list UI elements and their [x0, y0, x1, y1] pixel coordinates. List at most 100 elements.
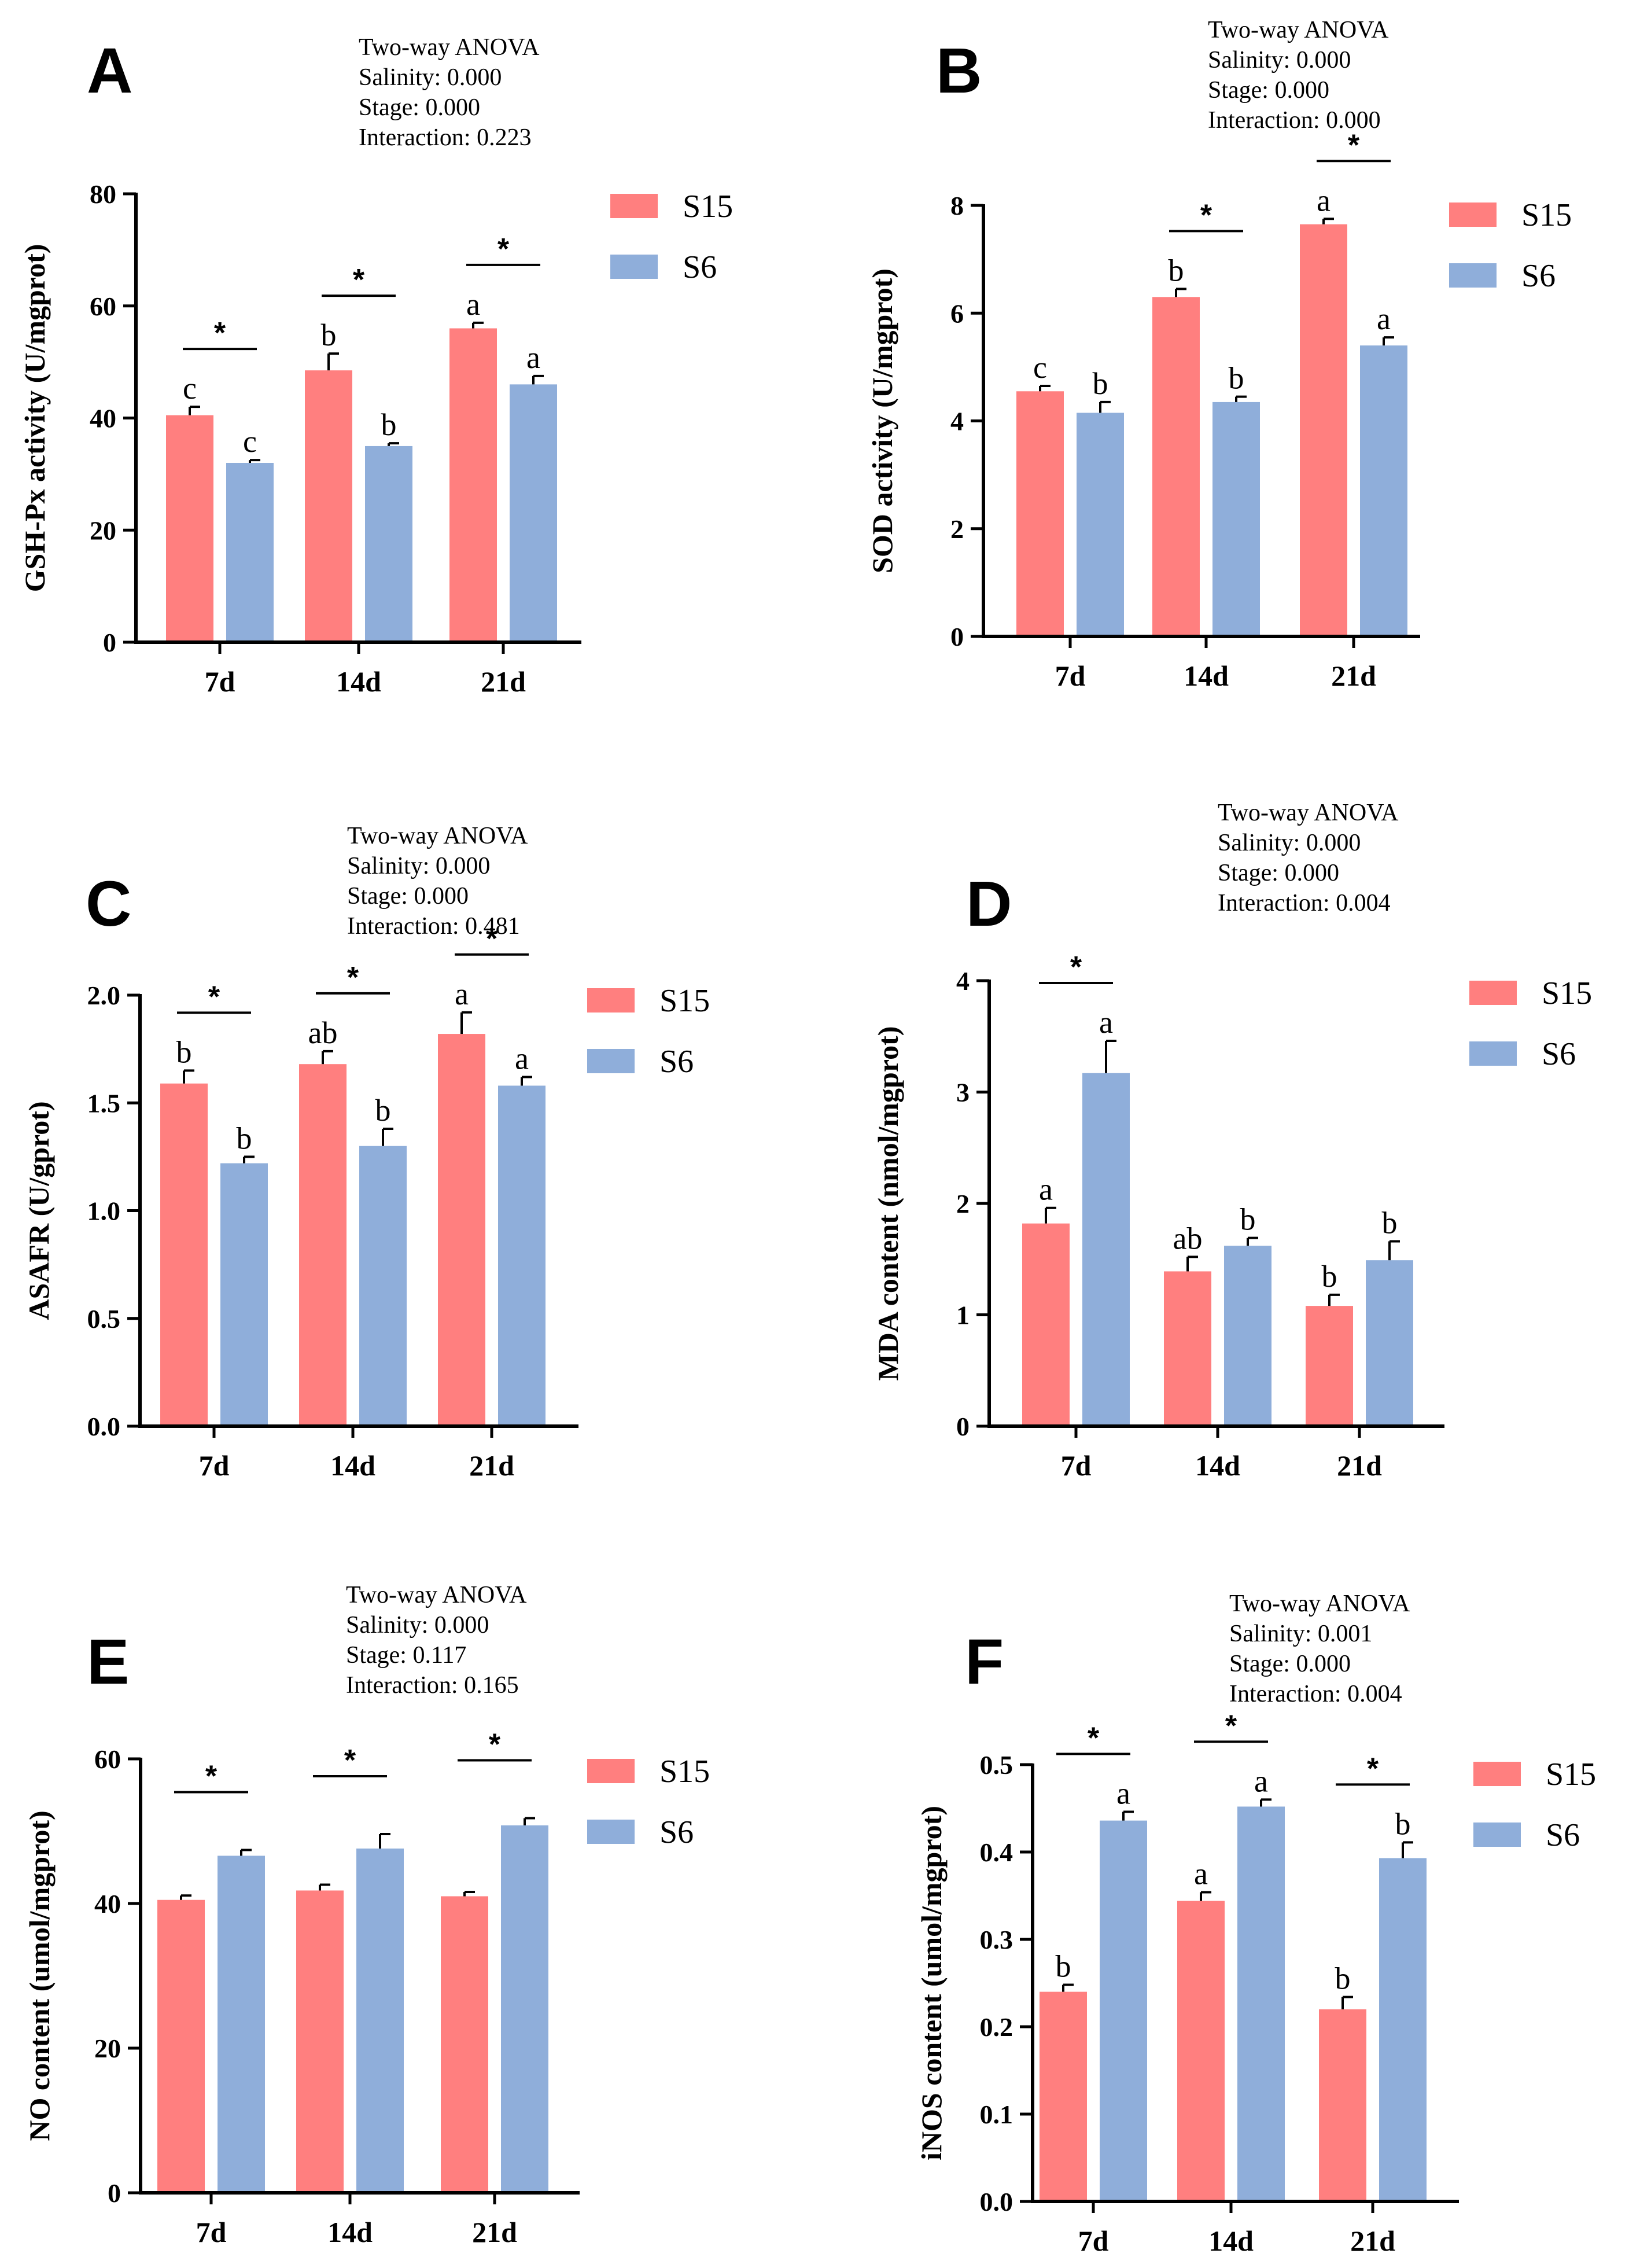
legend-label-s15: S15 [1521, 197, 1572, 233]
bar-s6-14d [365, 446, 412, 642]
legend-label-s15: S15 [1546, 1757, 1596, 1792]
legend-label-s6: S6 [659, 1044, 694, 1080]
significance-star: * [344, 1744, 356, 1777]
bar-s15-7d [157, 1899, 205, 2193]
significance-star: * [1348, 128, 1360, 162]
bar-s6-21d [510, 384, 557, 642]
legend-swatch-s6 [610, 255, 658, 279]
y-tick-label: 40 [90, 404, 116, 433]
y-tick-label: 0.4 [980, 1838, 1013, 1867]
group-letter: b [1240, 1202, 1256, 1237]
y-tick-label: 0.0 [87, 1412, 121, 1441]
y-tick-label: 40 [94, 1889, 121, 1919]
x-tick-label: 21d [481, 665, 526, 698]
legend-swatch-s6 [1449, 263, 1497, 288]
anova-line: Stage: 0.000 [1208, 77, 1329, 104]
y-axis-label: NO content (umol/mgprot) [23, 1810, 56, 2141]
bar-s15-21d [449, 328, 497, 642]
group-letter: a [515, 1041, 529, 1076]
anova-line: Salinity: 0.000 [1208, 47, 1351, 73]
significance-star: * [486, 922, 498, 956]
group-letter: b [1335, 1961, 1351, 1996]
panel-b: B Two-way ANOVA Salinity: 0.000 Stage: 0.00… [866, 17, 1572, 692]
anova-line: Salinity: 0.000 [346, 1612, 489, 1639]
group-letter: a [1116, 1776, 1130, 1811]
y-tick-label: 2 [956, 1189, 970, 1218]
panel-d: D Two-way ANOVA Salinity: 0.000 Stage: 0.00… [872, 800, 1592, 1482]
anova-title: Two-way ANOVA [347, 823, 528, 849]
group-letter: b [1395, 1806, 1411, 1841]
group-letter: a [466, 287, 480, 322]
y-tick-label: 0.2 [980, 2012, 1013, 2042]
y-tick-label: 80 [90, 179, 116, 209]
x-tick-label: 7d [196, 2216, 227, 2248]
group-letter: a [1377, 301, 1391, 336]
legend-label-s6: S6 [1546, 1817, 1580, 1853]
bar-s6-14d [1224, 1246, 1271, 1426]
significance-star: * [1367, 1752, 1379, 1785]
anova-line: Interaction: 0.165 [346, 1672, 519, 1699]
y-tick-label: 0 [103, 628, 116, 657]
bar-s6-21d [501, 1825, 548, 2193]
significance-star: * [214, 316, 226, 350]
y-tick-label: 0.0 [980, 2187, 1013, 2217]
anova-line: Interaction: 0.004 [1229, 1681, 1402, 1707]
anova-line: Stage: 0.000 [359, 94, 480, 121]
group-letter: b [176, 1034, 192, 1069]
anova-line: Stage: 0.000 [1229, 1651, 1351, 1677]
bar-s15-7d [1040, 1991, 1087, 2201]
x-tick-label: 21d [1337, 1449, 1382, 1482]
x-tick-label: 14d [330, 1449, 375, 1482]
bar-s15-21d [438, 1034, 485, 1426]
y-tick-label: 2 [950, 514, 964, 544]
legend-label-s15: S15 [683, 189, 733, 224]
significance-star: * [1225, 1709, 1237, 1743]
legend-label-s6: S6 [683, 249, 717, 285]
legend-swatch-s6 [1469, 1041, 1517, 1066]
bar-s15-7d [160, 1083, 208, 1426]
x-tick-label: 14d [327, 2216, 373, 2248]
x-tick-label: 7d [199, 1449, 230, 1482]
bar-s6-14d [1212, 402, 1260, 636]
anova-line: Interaction: 0.000 [1208, 107, 1381, 134]
y-axis-label: MDA content (nmol/mgprot) [872, 1026, 904, 1381]
anova-line: Salinity: 0.001 [1229, 1621, 1372, 1647]
bar-s15-14d [1164, 1271, 1211, 1426]
bar-s6-7d [1077, 413, 1124, 636]
bar-s15-14d [1152, 297, 1200, 636]
x-tick-label: 14d [1184, 660, 1229, 692]
group-letter: b [375, 1093, 391, 1128]
y-tick-label: 3 [956, 1078, 970, 1107]
x-tick-label: 21d [469, 1449, 514, 1482]
group-letter: ab [308, 1015, 338, 1050]
bar-s6-21d [498, 1085, 546, 1426]
panel-letter: D [966, 868, 1012, 940]
significance-star: * [208, 980, 220, 1014]
bar-s15-14d [1177, 1901, 1225, 2201]
y-tick-label: 20 [94, 2034, 121, 2063]
group-letter: ab [1173, 1221, 1203, 1256]
panel-a: A Two-way ANOVA Salinity: 0.000 Stage: 0.00… [19, 34, 733, 698]
y-tick-label: 2.0 [87, 981, 121, 1010]
group-letter: b [1322, 1259, 1337, 1294]
anova-line: Interaction: 0.004 [1218, 890, 1391, 916]
legend-label-s15: S15 [1542, 975, 1592, 1011]
significance-star: * [205, 1760, 218, 1794]
bar-s6-21d [1379, 1858, 1427, 2201]
anova-title: Two-way ANOVA [346, 1582, 527, 1608]
y-tick-label: 1 [956, 1301, 970, 1330]
y-tick-label: 1.0 [87, 1196, 121, 1226]
legend-swatch-s6 [1473, 1823, 1521, 1847]
group-letter: a [526, 340, 540, 375]
group-letter: b [1093, 366, 1108, 401]
group-letter: a [1039, 1172, 1053, 1207]
anova-line: Stage: 0.000 [1218, 860, 1339, 886]
legend-label-s15: S15 [659, 983, 710, 1019]
anova-line: Stage: 0.000 [347, 883, 469, 910]
bar-s6-14d [1237, 1806, 1285, 2201]
panel-e: E Two-way ANOVA Salinity: 0.000 Stage: 0.11… [23, 1582, 710, 2248]
y-tick-label: 20 [90, 516, 116, 545]
group-letter: b [1169, 253, 1184, 288]
bar-s15-21d [1319, 2009, 1366, 2201]
